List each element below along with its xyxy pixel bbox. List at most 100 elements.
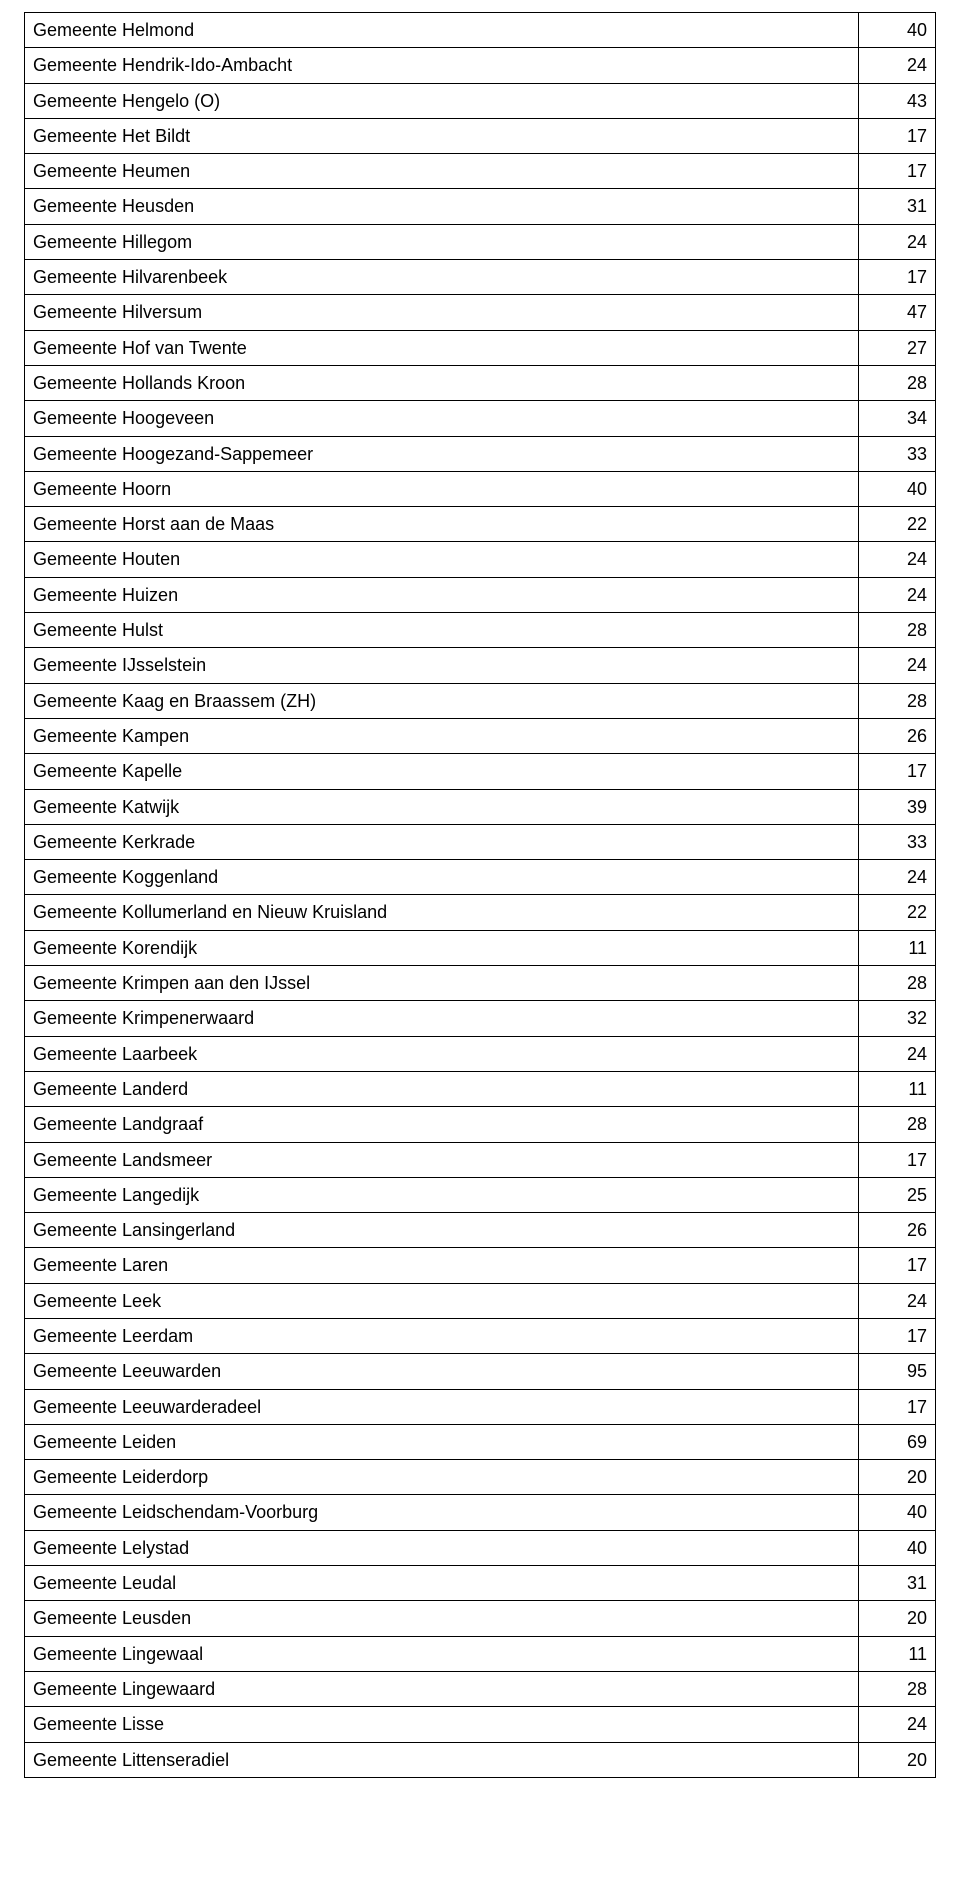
- gemeente-name: Gemeente Leiden: [25, 1424, 859, 1459]
- table-row: Gemeente Lansingerland26: [25, 1213, 936, 1248]
- gemeente-name: Gemeente Littenseradiel: [25, 1742, 859, 1777]
- gemeente-value: 43: [859, 83, 936, 118]
- gemeente-value: 33: [859, 824, 936, 859]
- gemeente-name: Gemeente Houten: [25, 542, 859, 577]
- gemeente-value: 28: [859, 1671, 936, 1706]
- table-row: Gemeente Het Bildt17: [25, 118, 936, 153]
- table-row: Gemeente Katwijk39: [25, 789, 936, 824]
- table-row: Gemeente Huizen24: [25, 577, 936, 612]
- table-row: Gemeente Hoogezand-Sappemeer33: [25, 436, 936, 471]
- gemeente-value: 24: [859, 860, 936, 895]
- gemeente-value: 24: [859, 542, 936, 577]
- gemeente-name: Gemeente Hof van Twente: [25, 330, 859, 365]
- table-row: Gemeente Littenseradiel20: [25, 1742, 936, 1777]
- gemeente-name: Gemeente Heusden: [25, 189, 859, 224]
- gemeente-value: 34: [859, 401, 936, 436]
- gemeente-name: Gemeente Hilversum: [25, 295, 859, 330]
- gemeente-name: Gemeente Laren: [25, 1248, 859, 1283]
- gemeente-name: Gemeente Korendijk: [25, 930, 859, 965]
- gemeente-name: Gemeente Huizen: [25, 577, 859, 612]
- gemeente-value: 24: [859, 48, 936, 83]
- gemeente-name: Gemeente Hollands Kroon: [25, 365, 859, 400]
- gemeente-value: 28: [859, 966, 936, 1001]
- gemeente-value: 40: [859, 471, 936, 506]
- gemeente-name: Gemeente Kerkrade: [25, 824, 859, 859]
- gemeente-value: 69: [859, 1424, 936, 1459]
- gemeente-name: Gemeente Katwijk: [25, 789, 859, 824]
- gemeente-name: Gemeente Leerdam: [25, 1318, 859, 1353]
- gemeente-value: 40: [859, 1530, 936, 1565]
- gemeente-value: 17: [859, 1389, 936, 1424]
- gemeente-value: 33: [859, 436, 936, 471]
- gemeente-value: 17: [859, 1142, 936, 1177]
- gemeente-name: Gemeente Hulst: [25, 613, 859, 648]
- gemeente-name: Gemeente Hillegom: [25, 224, 859, 259]
- gemeente-name: Gemeente Leudal: [25, 1566, 859, 1601]
- gemeente-name: Gemeente Krimpenerwaard: [25, 1001, 859, 1036]
- gemeente-value: 11: [859, 1071, 936, 1106]
- gemeente-name: Gemeente Hilvarenbeek: [25, 260, 859, 295]
- gemeente-name: Gemeente Landerd: [25, 1071, 859, 1106]
- gemeente-value: 20: [859, 1460, 936, 1495]
- gemeente-value: 17: [859, 754, 936, 789]
- gemeente-value: 22: [859, 895, 936, 930]
- table-row: Gemeente Kerkrade33: [25, 824, 936, 859]
- gemeente-value: 24: [859, 1707, 936, 1742]
- table-row: Gemeente Heusden31: [25, 189, 936, 224]
- gemeente-name: Gemeente Landsmeer: [25, 1142, 859, 1177]
- gemeente-value: 11: [859, 930, 936, 965]
- table-row: Gemeente Leek24: [25, 1283, 936, 1318]
- gemeente-name: Gemeente Leeuwarderadeel: [25, 1389, 859, 1424]
- gemeente-name: Gemeente Hoogezand-Sappemeer: [25, 436, 859, 471]
- table-row: Gemeente Hulst28: [25, 613, 936, 648]
- table-row: Gemeente Hoogeveen34: [25, 401, 936, 436]
- gemeente-name: Gemeente Lingewaal: [25, 1636, 859, 1671]
- gemeente-name: Gemeente Lelystad: [25, 1530, 859, 1565]
- table-row: Gemeente Kapelle17: [25, 754, 936, 789]
- table-row: Gemeente Kampen26: [25, 718, 936, 753]
- gemeente-name: Gemeente Hengelo (O): [25, 83, 859, 118]
- table-row: Gemeente IJsselstein24: [25, 648, 936, 683]
- gemeente-table: Gemeente Helmond40Gemeente Hendrik-Ido-A…: [24, 12, 936, 1778]
- gemeente-table-body: Gemeente Helmond40Gemeente Hendrik-Ido-A…: [25, 13, 936, 1778]
- gemeente-value: 28: [859, 683, 936, 718]
- table-row: Gemeente Hof van Twente27: [25, 330, 936, 365]
- gemeente-value: 17: [859, 1248, 936, 1283]
- table-row: Gemeente Leidschendam-Voorburg40: [25, 1495, 936, 1530]
- gemeente-name: Gemeente Landgraaf: [25, 1107, 859, 1142]
- table-row: Gemeente Landerd11: [25, 1071, 936, 1106]
- table-row: Gemeente Hendrik-Ido-Ambacht24: [25, 48, 936, 83]
- gemeente-name: Gemeente Kapelle: [25, 754, 859, 789]
- gemeente-value: 17: [859, 1318, 936, 1353]
- gemeente-name: Gemeente Leidschendam-Voorburg: [25, 1495, 859, 1530]
- table-row: Gemeente Helmond40: [25, 13, 936, 48]
- gemeente-value: 26: [859, 1213, 936, 1248]
- gemeente-value: 17: [859, 118, 936, 153]
- gemeente-name: Gemeente Langedijk: [25, 1177, 859, 1212]
- gemeente-name: Gemeente Helmond: [25, 13, 859, 48]
- table-row: Gemeente Lingewaal11: [25, 1636, 936, 1671]
- gemeente-value: 95: [859, 1354, 936, 1389]
- gemeente-name: Gemeente Kaag en Braassem (ZH): [25, 683, 859, 718]
- table-row: Gemeente Kollumerland en Nieuw Kruisland…: [25, 895, 936, 930]
- gemeente-value: 28: [859, 613, 936, 648]
- table-row: Gemeente Hilvarenbeek17: [25, 260, 936, 295]
- gemeente-value: 24: [859, 648, 936, 683]
- gemeente-value: 22: [859, 507, 936, 542]
- gemeente-value: 20: [859, 1601, 936, 1636]
- gemeente-name: Gemeente Laarbeek: [25, 1036, 859, 1071]
- table-row: Gemeente Leeuwarderadeel17: [25, 1389, 936, 1424]
- gemeente-name: Gemeente Lisse: [25, 1707, 859, 1742]
- gemeente-value: 24: [859, 1283, 936, 1318]
- gemeente-name: Gemeente Hendrik-Ido-Ambacht: [25, 48, 859, 83]
- table-row: Gemeente Landsmeer17: [25, 1142, 936, 1177]
- table-row: Gemeente Hoorn40: [25, 471, 936, 506]
- table-row: Gemeente Laren17: [25, 1248, 936, 1283]
- table-row: Gemeente Krimpen aan den IJssel28: [25, 966, 936, 1001]
- gemeente-name: Gemeente Leek: [25, 1283, 859, 1318]
- gemeente-name: Gemeente Koggenland: [25, 860, 859, 895]
- gemeente-value: 28: [859, 365, 936, 400]
- table-row: Gemeente Leiderdorp20: [25, 1460, 936, 1495]
- gemeente-value: 40: [859, 1495, 936, 1530]
- gemeente-name: Gemeente Kampen: [25, 718, 859, 753]
